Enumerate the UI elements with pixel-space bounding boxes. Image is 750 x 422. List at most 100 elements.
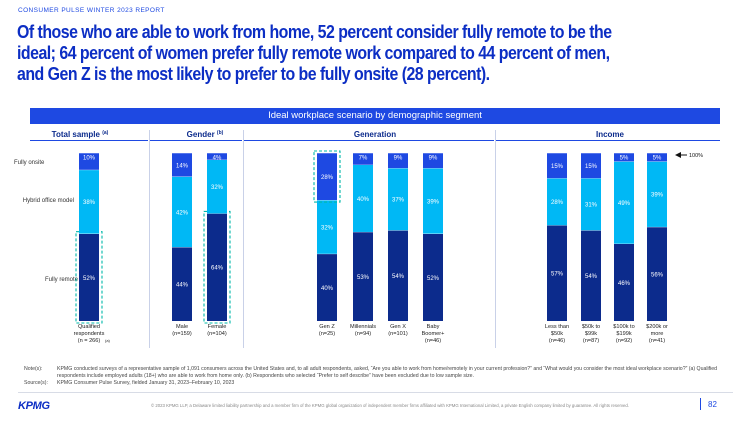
row-label-remote: Fully remote	[44, 277, 78, 283]
notes-text: KPMG conducted surveys of a representati…	[57, 366, 718, 379]
row-label-hybrid: Hybrid office model	[22, 198, 74, 204]
bar-value-label: 10%	[83, 156, 96, 162]
category-label: $200k or	[646, 324, 668, 330]
bar-segment-remote	[581, 230, 601, 321]
page-headline: Of those who are able to work from home,…	[17, 21, 612, 84]
bar-segment-onsite	[547, 153, 567, 179]
bar-value-label: 42%	[176, 210, 189, 216]
bar-value-label: 44%	[176, 283, 189, 289]
bar-segment-onsite	[317, 153, 337, 201]
bar-value-label: 4%	[213, 156, 222, 162]
bar-segment-remote	[614, 243, 634, 321]
bar-value-label: 54%	[585, 274, 598, 280]
bar-value-label: 14%	[176, 163, 189, 169]
category-label: respondents	[74, 331, 105, 337]
bar-segment-hybrid	[547, 178, 567, 226]
category-label: Gen X	[390, 324, 406, 330]
bar-value-label: 64%	[211, 266, 224, 272]
bar-segment-remote	[79, 233, 99, 321]
bar-segment-hybrid	[423, 168, 443, 234]
group-rule-total	[30, 140, 148, 141]
group-divider	[495, 130, 496, 348]
notes-block: Note(s): KPMG conducted surveys of a repr…	[24, 366, 724, 387]
category-label: (n=25)	[319, 331, 335, 337]
bar-segment-remote	[172, 247, 192, 321]
group-title-gender: Gender (b)	[186, 130, 224, 139]
page-number: 82	[708, 400, 717, 409]
bar-value-label: 28%	[551, 200, 564, 206]
category-label: Qualified	[78, 324, 100, 330]
bar-value-label: 15%	[551, 164, 564, 170]
bar-value-label: 32%	[211, 185, 224, 191]
category-label: (n=46)	[425, 338, 441, 344]
bar-segment-hybrid	[353, 164, 373, 232]
category-label: Boomer+	[422, 331, 445, 337]
group-rule-gender	[150, 140, 242, 141]
bar-value-label: 31%	[585, 203, 598, 209]
bar-segment-onsite	[647, 153, 667, 162]
row-label-onsite: Fully onsite	[14, 160, 45, 166]
category-label: $99k	[585, 331, 597, 337]
category-label: (n=41)	[649, 338, 665, 344]
category-label: Female	[208, 324, 227, 330]
bar-value-label: 39%	[427, 199, 440, 205]
group-rule-income	[496, 140, 720, 141]
source-label: Source(s):	[24, 380, 48, 386]
category-label: (n=87)	[583, 338, 599, 344]
category-label: Baby	[427, 324, 440, 330]
report-label: CONSUMER PULSE WINTER 2023 REPORT	[18, 7, 165, 14]
bar-segment-onsite	[388, 153, 408, 169]
bar-value-label: 37%	[392, 198, 405, 204]
bar-value-label: 40%	[357, 197, 370, 203]
bar-segment-remote	[423, 233, 443, 321]
page-number-bar	[700, 398, 701, 410]
group-rule-generation	[244, 140, 494, 141]
category-label: Less than	[545, 324, 569, 330]
bar-segment-remote	[547, 225, 567, 321]
highlight-box	[313, 150, 341, 203]
bar-segment-hybrid	[614, 161, 634, 244]
bar-segment-onsite	[581, 153, 601, 179]
bar-value-label: 56%	[651, 272, 664, 278]
bar-segment-onsite	[614, 153, 634, 162]
bar-value-label: 46%	[618, 281, 631, 287]
bar-segment-hybrid	[581, 178, 601, 231]
category-label: (n=101)	[388, 331, 408, 337]
bar-value-label: 38%	[83, 200, 96, 206]
category-label: (n=92)	[616, 338, 632, 344]
bar-segment-remote	[647, 226, 667, 321]
bar-value-label: 49%	[618, 201, 631, 207]
category-label: (n=46)	[549, 338, 565, 344]
bar-segment-hybrid	[647, 161, 667, 227]
category-label: $50k to	[582, 324, 600, 330]
category-footnote-marker: (a)	[105, 338, 111, 343]
bar-value-label: 5%	[620, 156, 629, 162]
bar-value-label: 39%	[651, 193, 664, 199]
notes-label: Note(s):	[24, 366, 43, 372]
bar-value-label: 53%	[357, 275, 370, 281]
bar-value-label: 52%	[83, 276, 96, 282]
bar-segment-hybrid	[172, 176, 192, 248]
bar-value-label: 15%	[585, 164, 598, 170]
category-label: (n=104)	[207, 331, 227, 337]
bar-segment-hybrid	[317, 200, 337, 254]
category-label: Millennials	[350, 324, 376, 330]
bar-segment-onsite	[207, 153, 227, 160]
category-label: $100k to	[613, 324, 634, 330]
bar-segment-onsite	[353, 153, 373, 165]
bar-segment-hybrid	[79, 169, 99, 234]
bar-segment-hybrid	[388, 168, 408, 231]
hundred-percent-arrow-icon	[675, 152, 681, 158]
bar-segment-remote	[353, 231, 373, 321]
hundred-percent-label: 100%	[689, 153, 703, 159]
bar-segment-onsite	[79, 153, 99, 170]
category-label: $199k	[616, 331, 631, 337]
source-text: KPMG Consumer Pulse Survey, fielded Janu…	[57, 380, 235, 386]
bar-value-label: 28%	[321, 175, 334, 181]
category-label: (n=94)	[355, 331, 371, 337]
group-title-generation: Generation	[353, 130, 397, 139]
group-title-income: Income	[595, 130, 624, 139]
bar-segment-remote	[388, 230, 408, 321]
bar-segment-onsite	[172, 153, 192, 177]
